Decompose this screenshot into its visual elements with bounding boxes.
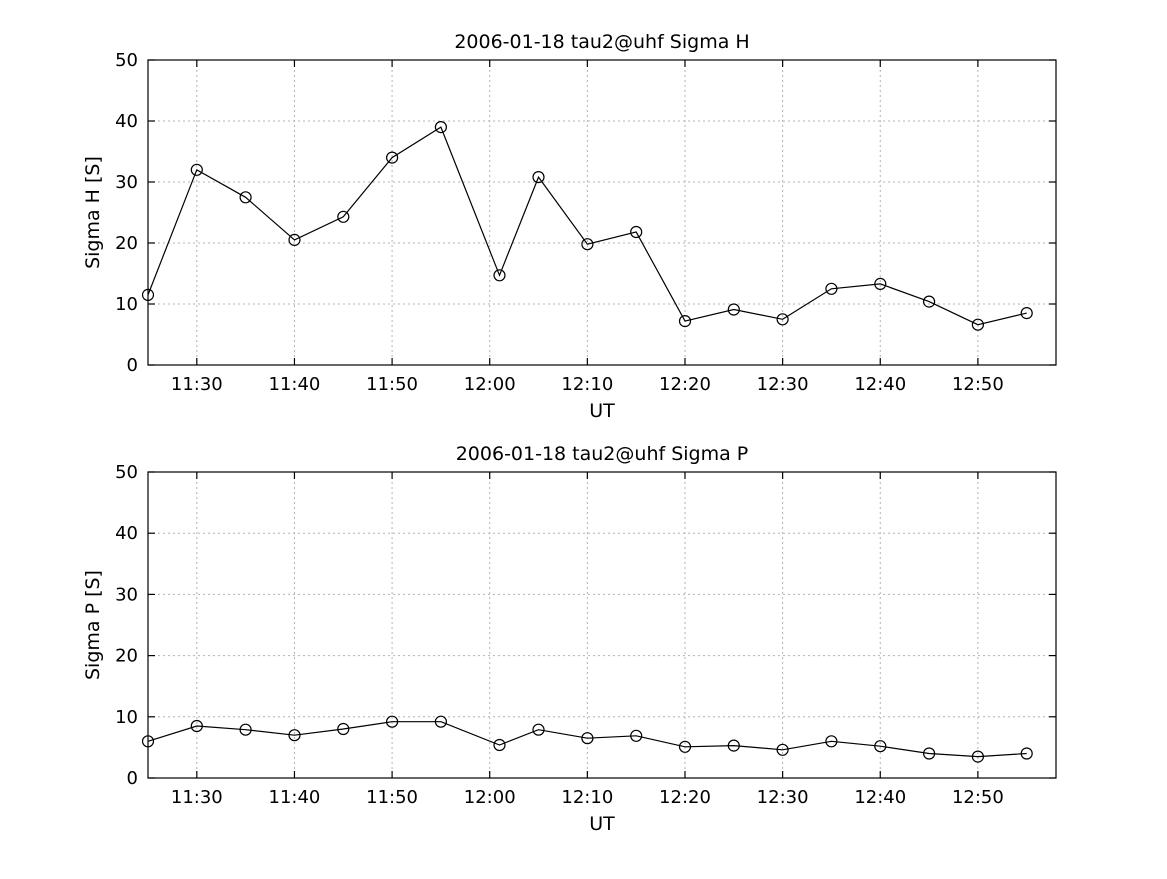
chart-1: 11:30 11:40 11:50 12:00 12:10 12:20 12:30 12:40…: [82, 31, 1057, 422]
y-tick-label: 10: [115, 294, 138, 315]
data-marker: [825, 282, 838, 295]
data-marker: [239, 723, 252, 736]
data-marker: [386, 151, 399, 164]
data-marker: [922, 747, 936, 760]
data-marker: [1020, 747, 1033, 760]
y-tick-label: 50: [115, 462, 138, 483]
data-marker: [288, 729, 301, 742]
data-marker: [190, 163, 203, 176]
data-marker: [337, 722, 350, 736]
data-marker: [239, 191, 252, 204]
x-tick-label: 12:40: [854, 787, 906, 808]
data-marker: [532, 171, 545, 184]
y-axis-label: Sigma P [S]: [82, 570, 104, 680]
x-tick-label: 12:10: [561, 374, 613, 395]
chart-2: 11:30 11:40 11:50 12:00 12:10 12:20 12:30 12:40…: [82, 443, 1057, 835]
data-marker: [727, 303, 740, 316]
y-tick-label: 10: [115, 707, 138, 728]
data-marker: [434, 715, 447, 728]
data-marker: [581, 732, 594, 745]
x-tick-label: 11:40: [269, 787, 321, 808]
y-tick-label: 50: [115, 50, 138, 71]
x-tick-label: 12:00: [464, 374, 516, 395]
x-tick-label: 11:50: [366, 787, 418, 808]
data-marker: [776, 743, 789, 756]
data-marker: [825, 735, 838, 748]
y-tick-label: 20: [115, 233, 138, 254]
data-marker: [922, 295, 936, 308]
data-marker: [532, 723, 545, 736]
data-marker: [678, 315, 692, 328]
data-marker: [727, 739, 740, 752]
data-line: [147, 721, 1027, 758]
axes-box: [147, 471, 1057, 779]
data-line: [147, 126, 1027, 326]
x-tick-label: 12:30: [757, 374, 809, 395]
data-marker: [776, 313, 789, 326]
y-tick-label: 30: [115, 172, 138, 193]
data-marker: [493, 738, 506, 752]
data-marker: [141, 288, 155, 301]
x-tick-label: 11:30: [171, 374, 223, 395]
x-tick-label: 12:20: [659, 787, 711, 808]
data-marker: [1020, 307, 1033, 320]
x-tick-label: 12:40: [854, 374, 906, 395]
data-marker: [434, 120, 447, 134]
x-axis-label: UT: [589, 400, 615, 422]
y-tick-label: 20: [115, 646, 138, 667]
x-tick-label: 11:50: [366, 374, 418, 395]
x-tick-label: 12:50: [952, 374, 1004, 395]
data-marker: [581, 238, 594, 251]
data-marker: [874, 740, 887, 753]
data-marker: [630, 729, 643, 742]
data-marker: [971, 318, 985, 331]
data-marker: [630, 225, 643, 239]
data-marker: [678, 740, 692, 753]
data-marker: [971, 750, 985, 763]
x-tick-label: 12:30: [757, 787, 809, 808]
chart-title: 2006-01-18 tau2@uhf Sigma H: [454, 31, 749, 53]
data-marker: [288, 233, 301, 246]
data-marker: [386, 715, 399, 728]
data-marker: [190, 719, 203, 733]
y-tick-label: 40: [115, 111, 138, 132]
x-tick-label: 12:50: [952, 787, 1004, 808]
x-tick-label: 11:30: [171, 787, 223, 808]
y-tick-label: 40: [115, 523, 138, 544]
data-marker: [493, 269, 506, 282]
y-axis-label: Sigma H [S]: [82, 156, 104, 269]
y-tick-label: 0: [127, 768, 138, 789]
chart-title: 2006-01-18 tau2@uhf Sigma P: [456, 443, 749, 465]
data-marker: [141, 735, 155, 748]
axes-box: [147, 59, 1057, 366]
x-axis-label: UT: [589, 813, 615, 835]
x-tick-label: 11:40: [269, 374, 321, 395]
y-tick-label: 0: [127, 355, 138, 376]
data-marker: [874, 277, 887, 290]
x-tick-label: 12:10: [561, 787, 613, 808]
x-tick-label: 12:00: [464, 787, 516, 808]
x-tick-label: 12:20: [659, 374, 711, 395]
y-tick-label: 30: [115, 584, 138, 605]
data-marker: [337, 210, 350, 223]
